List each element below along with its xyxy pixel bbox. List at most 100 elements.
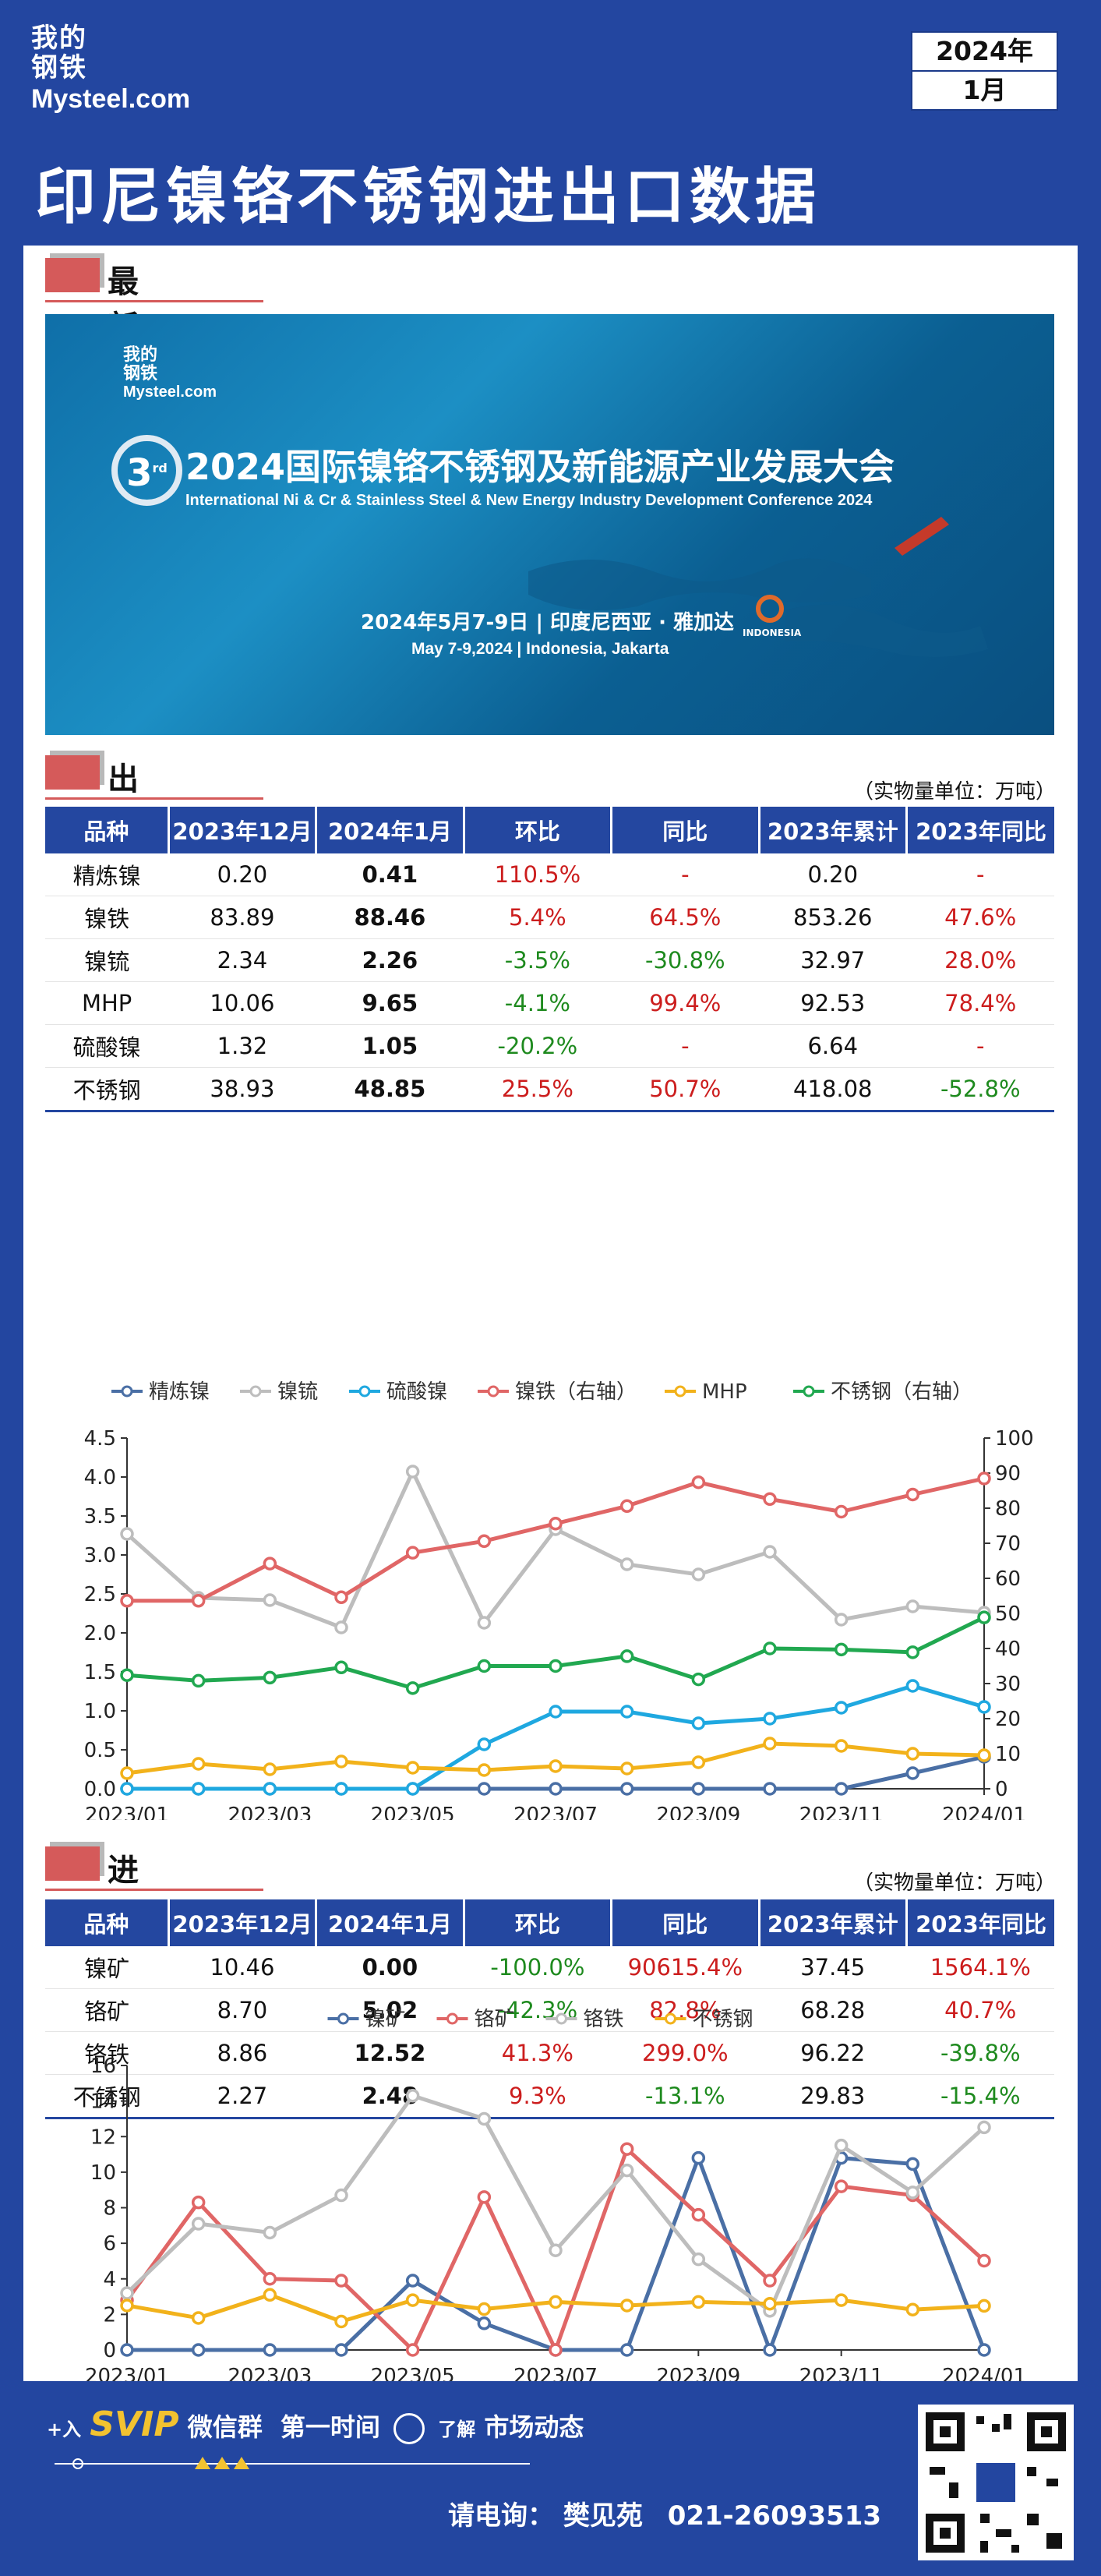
y2-tick-label: 70 xyxy=(995,1532,1021,1556)
column-header: 2023年累计 xyxy=(759,807,908,853)
cell-cumyoy: -52.8% xyxy=(906,1067,1054,1112)
cell-mom: 41.3% xyxy=(464,2031,612,2075)
clock-icon xyxy=(393,2413,425,2444)
know-label: 了解 xyxy=(438,2419,476,2440)
y-tick-label: 14 xyxy=(90,2090,116,2114)
cell-name: 铬矿 xyxy=(45,1988,169,2032)
data-point xyxy=(977,2253,991,2268)
legend-marker xyxy=(121,1385,133,1398)
table-row: 硫酸镍 1.32 1.05 -20.2% -6.64- xyxy=(45,1024,1054,1068)
data-point xyxy=(763,1641,777,1655)
y-tick-label: 4.0 xyxy=(84,1466,116,1489)
import-unit: （实物量单位：万吨） xyxy=(852,1871,1056,1895)
legend-label: 硫酸镍 xyxy=(386,1380,447,1404)
data-point xyxy=(905,1487,920,1502)
data-point xyxy=(977,2120,991,2135)
data-point xyxy=(263,2288,277,2302)
data-point xyxy=(549,1782,563,1796)
legend-marker xyxy=(337,2012,349,2025)
data-point xyxy=(334,2274,348,2288)
table-row: 不锈钢 2.27 2.48 9.3% -13.1% 29.83 -15.4% xyxy=(45,2074,1054,2119)
footer-promo[interactable]: +入 SVIP 微信群 第一时间 了解 市场动态 xyxy=(47,2405,584,2475)
data-point xyxy=(191,1782,206,1796)
ship-icon xyxy=(895,517,949,556)
y-tick-label: 2.5 xyxy=(84,1583,116,1606)
cell-dec: 8.86 xyxy=(168,2031,316,2075)
y-tick-label: 1.0 xyxy=(84,1700,116,1723)
export-table-header: 品种 2023年12月 2024年1月 环比 同比 2023年累计 2023年同比 xyxy=(45,807,1054,853)
cell-cumyoy: -15.4% xyxy=(906,2074,1054,2119)
y-tick-label: 16 xyxy=(90,2055,116,2078)
data-point xyxy=(691,1716,706,1730)
data-point xyxy=(834,1782,849,1796)
data-point xyxy=(977,1472,991,1486)
cell-name: 镍铁 xyxy=(45,896,169,939)
data-point xyxy=(477,1737,492,1751)
data-point xyxy=(619,1782,634,1796)
data-point xyxy=(549,2295,563,2309)
cell-yoy: -13.1% xyxy=(611,2074,760,2119)
table-row: 镍矿 10.46 0.00 -100.0% 90615.4% 37.45 1564.1% xyxy=(45,1946,1054,1989)
data-point xyxy=(763,1492,777,1507)
cell-cumyoy: 78.4% xyxy=(906,981,1054,1025)
banner-subtitle: International Ni & Cr & Stainless Steel … xyxy=(185,492,873,509)
banner-background xyxy=(528,517,988,657)
data-point xyxy=(691,2207,706,2222)
data-point xyxy=(120,1766,134,1780)
contact-phone[interactable]: 021-26093513 xyxy=(667,2500,882,2532)
cell-cumyoy: 40.7% xyxy=(906,1988,1054,2032)
data-point xyxy=(477,2316,492,2330)
data-point xyxy=(334,2314,348,2329)
data-point xyxy=(905,1599,920,1613)
legend-label: MHP xyxy=(702,1380,747,1404)
conference-banner[interactable]: 我的 钢铁 Mysteel.com 3rd 2024国际镍铬不锈钢及新能源产业发… xyxy=(45,314,1054,735)
legend-marker xyxy=(446,2012,458,2025)
table-row: 铬矿 8.70 5.02 -42.3% 82.8% 68.28 40.7% xyxy=(45,1988,1054,2032)
y-tick-label: 8 xyxy=(103,2197,116,2221)
column-header: 2023年12月 xyxy=(168,1899,318,1946)
data-point xyxy=(477,2302,492,2316)
ordinal-suffix: rd xyxy=(152,461,168,475)
cell-name: 镍矿 xyxy=(45,1946,169,1989)
cell-dec: 2.34 xyxy=(168,938,316,982)
section-marker xyxy=(45,1846,100,1881)
cell-name: 不锈钢 xyxy=(45,2074,169,2119)
cell-yoy: 64.5% xyxy=(611,896,760,939)
column-header: 2024年1月 xyxy=(316,807,465,853)
table-row: MHP 10.06 9.65 -4.1% 99.4% 92.53 78.4% xyxy=(45,981,1054,1025)
cell-dec: 2.27 xyxy=(168,2074,316,2119)
column-header: 品种 xyxy=(45,1899,170,1946)
x-tick-label: 2023/05 xyxy=(371,2365,455,2381)
data-point xyxy=(549,1759,563,1773)
data-point xyxy=(834,1504,849,1519)
qr-code[interactable] xyxy=(918,2405,1074,2560)
data-point xyxy=(691,1782,706,1796)
cell-cum: 6.64 xyxy=(759,1024,907,1068)
mysteel-logo: 我的 钢铁 Mysteel.com xyxy=(31,23,203,125)
cell-yoy: 299.0% xyxy=(611,2031,760,2075)
cell-mom: 25.5% xyxy=(464,1067,612,1112)
indonesia-label: INDONESIA xyxy=(743,627,802,638)
section-underline xyxy=(45,300,263,302)
data-point xyxy=(120,2286,134,2300)
data-point xyxy=(191,2343,206,2357)
data-point xyxy=(191,2311,206,2325)
indonesia-emblem: INDONESIA xyxy=(743,595,801,638)
y2-tick-label: 30 xyxy=(995,1673,1021,1696)
cell-yoy: 99.4% xyxy=(611,981,760,1025)
series-line xyxy=(126,1615,986,1691)
banner-logo: 我的 钢铁 Mysteel.com xyxy=(123,345,217,401)
data-point xyxy=(977,1610,991,1624)
data-point xyxy=(763,1737,777,1751)
footer-decoration xyxy=(55,2457,530,2469)
data-point xyxy=(763,1712,777,1726)
cell-jan: 0.41 xyxy=(316,853,464,896)
data-point xyxy=(405,1761,420,1775)
data-point xyxy=(977,1700,991,1714)
data-point xyxy=(549,2343,563,2357)
y-tick-label: 3.5 xyxy=(84,1505,116,1528)
data-point xyxy=(334,1620,348,1634)
cell-jan: 88.46 xyxy=(316,896,464,939)
cell-jan: 12.52 xyxy=(316,2031,464,2075)
legend-marker xyxy=(487,1385,499,1398)
